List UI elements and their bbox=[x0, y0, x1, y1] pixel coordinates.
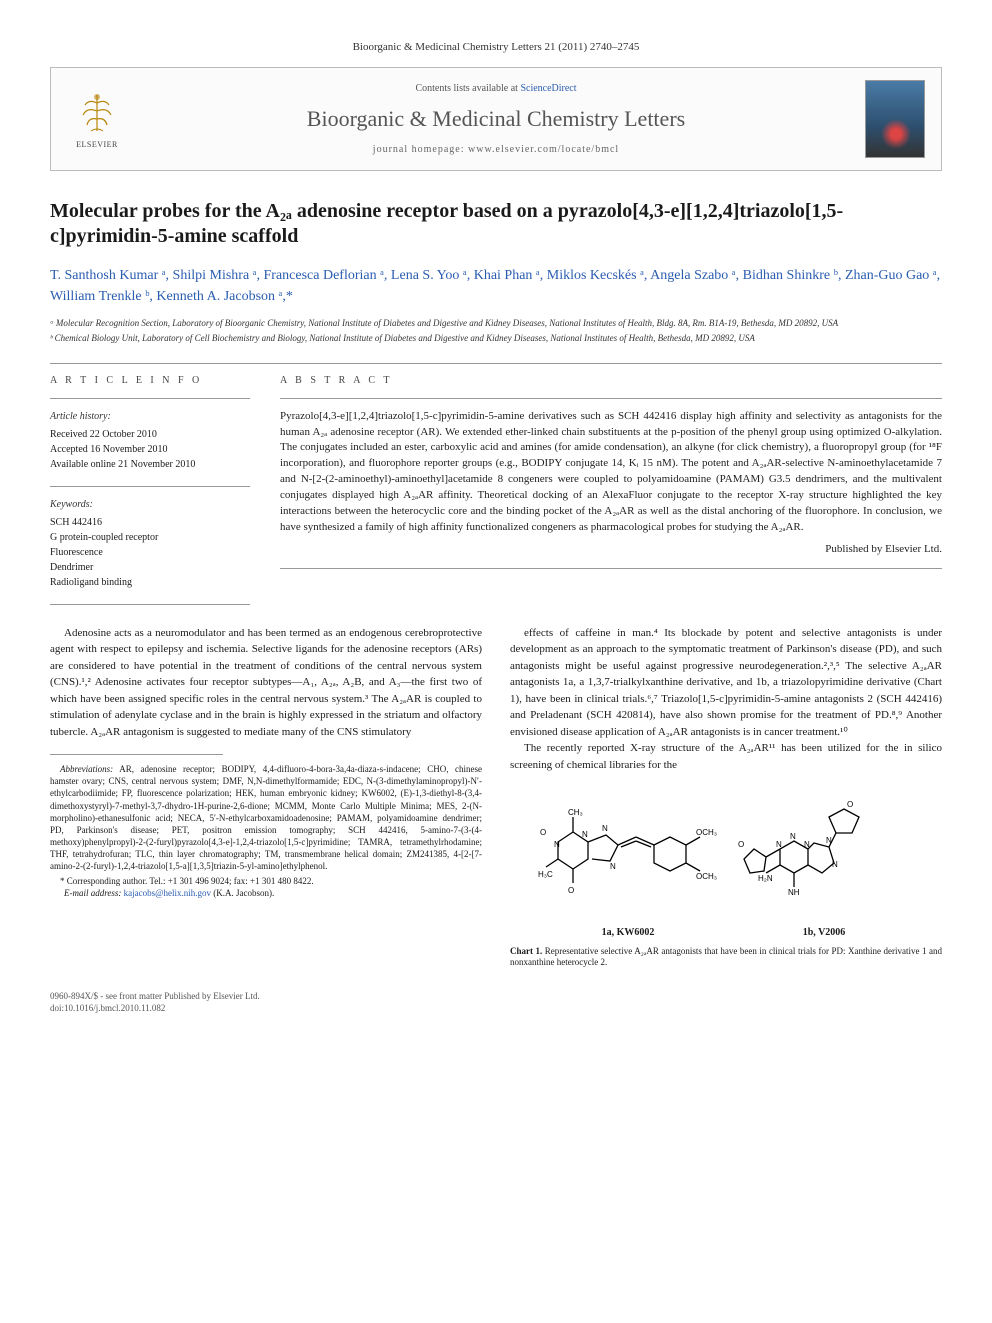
body-paragraph: Adenosine acts as a neuromodulator and h… bbox=[50, 625, 482, 741]
elsevier-logo: ELSEVIER bbox=[67, 84, 127, 154]
corresponding-author: * Corresponding author. Tel.: +1 301 496… bbox=[50, 875, 482, 887]
history-label: Article history: bbox=[50, 409, 250, 424]
abstract-body: Pyrazolo[4,3-e][1,2,4]triazolo[1,5-c]pyr… bbox=[280, 410, 942, 534]
svg-text:NH: NH bbox=[788, 888, 800, 897]
publisher-name: ELSEVIER bbox=[76, 139, 118, 150]
structure-1a-label: 1a, KW6002 bbox=[538, 925, 718, 940]
divider bbox=[50, 398, 250, 399]
svg-text:O: O bbox=[568, 886, 574, 895]
structure-1a: O CH₃ H₃C O N N N N OCH₃ OCH₃ bbox=[538, 787, 718, 940]
sciencedirect-link[interactable]: ScienceDirect bbox=[520, 83, 576, 94]
abstract-column: A B S T R A C T Pyrazolo[4,3-e][1,2,4]tr… bbox=[280, 374, 942, 604]
homepage-label: journal homepage: bbox=[373, 144, 468, 155]
svg-text:O: O bbox=[540, 828, 546, 837]
abstract-heading: A B S T R A C T bbox=[280, 374, 942, 388]
journal-homepage: journal homepage: www.elsevier.com/locat… bbox=[143, 143, 849, 157]
molecule-1b-svg: O N N N N N H₂N NH O bbox=[734, 787, 914, 917]
corresponding-email-link[interactable]: kajacobs@helix.nih.gov bbox=[124, 888, 211, 898]
article-info-sidebar: A R T I C L E I N F O Article history: R… bbox=[50, 374, 250, 604]
svg-text:CH₃: CH₃ bbox=[568, 808, 583, 817]
journal-header: ELSEVIER Contents lists available at Sci… bbox=[50, 67, 942, 171]
abstract-publisher: Published by Elsevier Ltd. bbox=[280, 542, 942, 558]
homepage-url[interactable]: www.elsevier.com/locate/bmcl bbox=[468, 144, 619, 155]
keyword: Fluorescence bbox=[50, 545, 250, 560]
affiliations: ᵃ Molecular Recognition Section, Laborat… bbox=[50, 317, 942, 344]
author-list: T. Santhosh Kumar ᵃ, Shilpi Mishra ᵃ, Fr… bbox=[50, 265, 942, 307]
affiliation-b: ᵇ Chemical Biology Unit, Laboratory of C… bbox=[50, 332, 942, 345]
contents-line: Contents lists available at ScienceDirec… bbox=[143, 82, 849, 96]
abbreviations-label: Abbreviations: bbox=[60, 764, 113, 774]
structure-1b-label: 1b, V2006 bbox=[734, 925, 914, 940]
left-column: Adenosine acts as a neuromodulator and h… bbox=[50, 625, 482, 969]
doi-line: doi:10.1016/j.bmcl.2010.11.082 bbox=[50, 1003, 942, 1015]
svg-text:H₂N: H₂N bbox=[758, 874, 773, 883]
chart-1: O CH₃ H₃C O N N N N OCH₃ OCH₃ bbox=[510, 787, 942, 969]
copyright-line: 0960-894X/$ - see front matter Published… bbox=[50, 991, 942, 1003]
keyword: Radioligand binding bbox=[50, 575, 250, 590]
affiliation-a: ᵃ Molecular Recognition Section, Laborat… bbox=[50, 317, 942, 330]
email-suffix: (K.A. Jacobson). bbox=[211, 888, 274, 898]
keyword: G protein-coupled receptor bbox=[50, 530, 250, 545]
body-paragraph: The recently reported X-ray structure of… bbox=[510, 740, 942, 773]
chart-1-caption: Chart 1. Representative selective A₂ₐAR … bbox=[510, 946, 942, 969]
abstract-text: Pyrazolo[4,3-e][1,2,4]triazolo[1,5-c]pyr… bbox=[280, 409, 942, 558]
footnotes: Abbreviations: AR, adenosine receptor; B… bbox=[50, 763, 482, 900]
chart-caption-text: Representative selective A₂ₐAR antagonis… bbox=[510, 946, 942, 968]
received-date: Received 22 October 2010 bbox=[50, 427, 250, 442]
article-title: Molecular probes for the A₂ₐ adenosine r… bbox=[50, 199, 942, 249]
svg-text:N: N bbox=[602, 824, 608, 833]
svg-text:N: N bbox=[832, 860, 838, 869]
divider bbox=[50, 486, 250, 487]
divider bbox=[50, 604, 250, 605]
svg-text:N: N bbox=[804, 840, 810, 849]
elsevier-tree-icon bbox=[73, 89, 121, 137]
body-columns: Adenosine acts as a neuromodulator and h… bbox=[50, 625, 942, 969]
contents-prefix: Contents lists available at bbox=[415, 83, 520, 94]
keyword: Dendrimer bbox=[50, 560, 250, 575]
accepted-date: Accepted 16 November 2010 bbox=[50, 442, 250, 457]
email-label: E-mail address: bbox=[64, 888, 124, 898]
body-paragraph: effects of caffeine in man.⁴ Its blockad… bbox=[510, 625, 942, 741]
svg-text:H₃C: H₃C bbox=[538, 870, 553, 879]
journal-cover-thumb bbox=[865, 80, 925, 158]
molecule-1a-svg: O CH₃ H₃C O N N N N OCH₃ OCH₃ bbox=[538, 787, 718, 917]
online-date: Available online 21 November 2010 bbox=[50, 457, 250, 472]
top-citation: Bioorganic & Medicinal Chemistry Letters… bbox=[50, 40, 942, 55]
keywords-label: Keywords: bbox=[50, 497, 250, 512]
footnote-separator bbox=[50, 754, 223, 755]
svg-text:N: N bbox=[826, 836, 832, 845]
journal-name: Bioorganic & Medicinal Chemistry Letters bbox=[143, 104, 849, 135]
divider bbox=[280, 568, 942, 569]
svg-text:O: O bbox=[847, 800, 853, 809]
svg-text:N: N bbox=[610, 862, 616, 871]
right-column: effects of caffeine in man.⁴ Its blockad… bbox=[510, 625, 942, 969]
svg-text:N: N bbox=[790, 832, 796, 841]
svg-text:N: N bbox=[776, 840, 782, 849]
divider bbox=[280, 398, 942, 399]
svg-text:OCH₃: OCH₃ bbox=[696, 828, 717, 837]
structure-1b: O N N N N N H₂N NH O 1b, V2006 bbox=[734, 787, 914, 940]
svg-text:N: N bbox=[582, 830, 588, 839]
svg-text:O: O bbox=[738, 840, 744, 849]
bottom-metadata: 0960-894X/$ - see front matter Published… bbox=[50, 991, 942, 1014]
svg-text:N: N bbox=[554, 840, 560, 849]
keyword: SCH 442416 bbox=[50, 515, 250, 530]
svg-text:OCH₃: OCH₃ bbox=[696, 872, 717, 881]
divider bbox=[50, 363, 942, 364]
abbreviations-text: AR, adenosine receptor; BODIPY, 4,4-difl… bbox=[50, 764, 482, 871]
article-info-heading: A R T I C L E I N F O bbox=[50, 374, 250, 388]
